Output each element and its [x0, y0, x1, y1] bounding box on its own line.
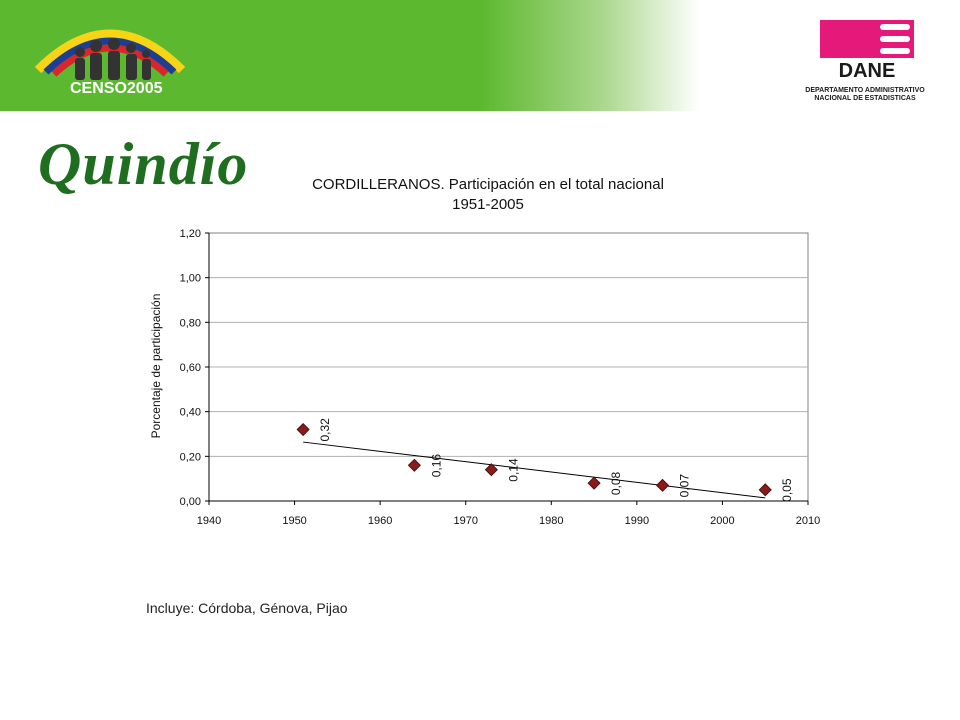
- header-banner: CENSO2005 DANE DEPARTAMENTO ADMINISTRATI…: [0, 0, 960, 111]
- dane-logo-text: DANE: [839, 60, 896, 80]
- y-tick-label: 1,00: [180, 273, 201, 285]
- x-tick-label: 2010: [796, 515, 820, 527]
- x-tick-label: 1960: [368, 515, 392, 527]
- y-tick-label: 1,20: [180, 228, 201, 240]
- chart-title-line1: CORDILLERANOS. Participación en el total…: [312, 176, 664, 193]
- x-tick-label: 1990: [625, 515, 649, 527]
- x-tick-label: 1940: [197, 515, 221, 527]
- chart-title-line2: 1951-2005: [452, 196, 524, 213]
- data-label: 0,05: [780, 478, 794, 502]
- data-point: [296, 422, 310, 437]
- data-point: [758, 483, 772, 497]
- y-tick-label: 0,00: [180, 496, 201, 508]
- data-label: 0,14: [506, 458, 520, 482]
- data-label: 0,16: [429, 454, 443, 478]
- dane-caption: DEPARTAMENTO ADMINISTRATIVO NACIONAL DE …: [790, 87, 940, 103]
- data-point: [484, 463, 498, 477]
- x-tick-label: 1970: [453, 515, 477, 527]
- trendline: [303, 441, 766, 499]
- dane-caption-line1: DEPARTAMENTO ADMINISTRATIVO: [805, 87, 925, 94]
- x-tick-label: 2000: [710, 515, 734, 527]
- censo-logo-text: CENSO2005: [70, 80, 163, 97]
- x-tick-label: 1950: [282, 515, 306, 527]
- y-tick-label: 0,20: [180, 451, 201, 463]
- dane-caption-line2: NACIONAL DE ESTADISTICAS: [814, 95, 916, 102]
- footnote: Incluye: Córdoba, Génova, Pijao: [146, 600, 348, 616]
- censo-logo-icon: [34, 29, 186, 80]
- region-title: Quindío: [38, 131, 249, 197]
- data-point: [587, 476, 601, 490]
- y-axis-label: Porcentaje de participación: [149, 294, 163, 439]
- data-label: 0,08: [609, 471, 623, 495]
- data-point: [655, 478, 670, 492]
- y-tick-label: 0,80: [180, 317, 201, 329]
- data-point: [407, 458, 421, 472]
- data-label: 0,07: [678, 474, 692, 498]
- y-tick-label: 0,40: [180, 407, 201, 419]
- y-tick-label: 0,60: [180, 362, 201, 374]
- data-label: 0,32: [318, 418, 332, 442]
- x-tick-label: 1980: [539, 515, 563, 527]
- dane-logo-icon: DANE: [820, 20, 914, 80]
